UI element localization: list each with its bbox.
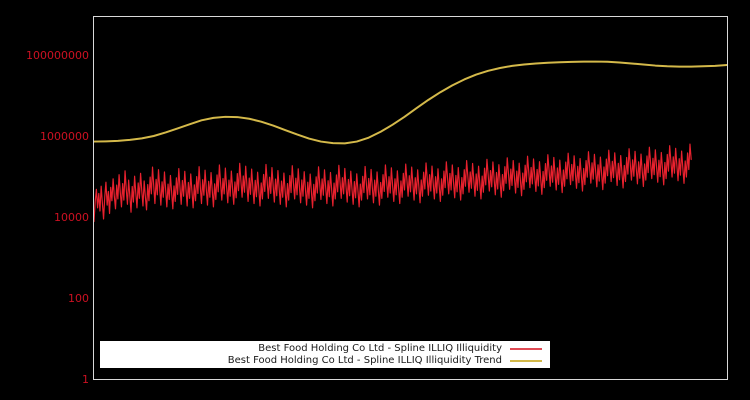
legend-label-illiquidity: Best Food Holding Co Ltd - Spline ILLIQ … [258,342,502,354]
series-line-illiquidity-trend [94,60,727,145]
series-line-illiquidity [94,143,692,223]
chart-canvas [94,60,727,223]
legend-entry-illiquidity: Best Food Holding Co Ltd - Spline ILLIQ … [100,343,546,355]
chart-legend: Best Food Holding Co Ltd - Spline ILLIQ … [100,341,550,368]
y-axis-tick-labels: 100000000 1000000 10000 100 1 [0,0,89,400]
y-tick-label-2: 10000 [54,211,89,225]
legend-label-illiquidity-trend: Best Food Holding Co Ltd - Spline ILLIQ … [227,354,502,366]
y-tick-label-1: 1000000 [40,130,89,144]
legend-swatch-illiquidity [510,347,542,350]
legend-swatch-trend [510,359,542,362]
legend-entry-illiquidity-trend: Best Food Holding Co Ltd - Spline ILLIQ … [100,355,546,367]
plot-area [93,16,728,380]
y-tick-label-0: 100000000 [26,49,89,63]
y-tick-label-3: 100 [68,292,89,306]
y-tick-label-4: 1 [82,373,89,386]
